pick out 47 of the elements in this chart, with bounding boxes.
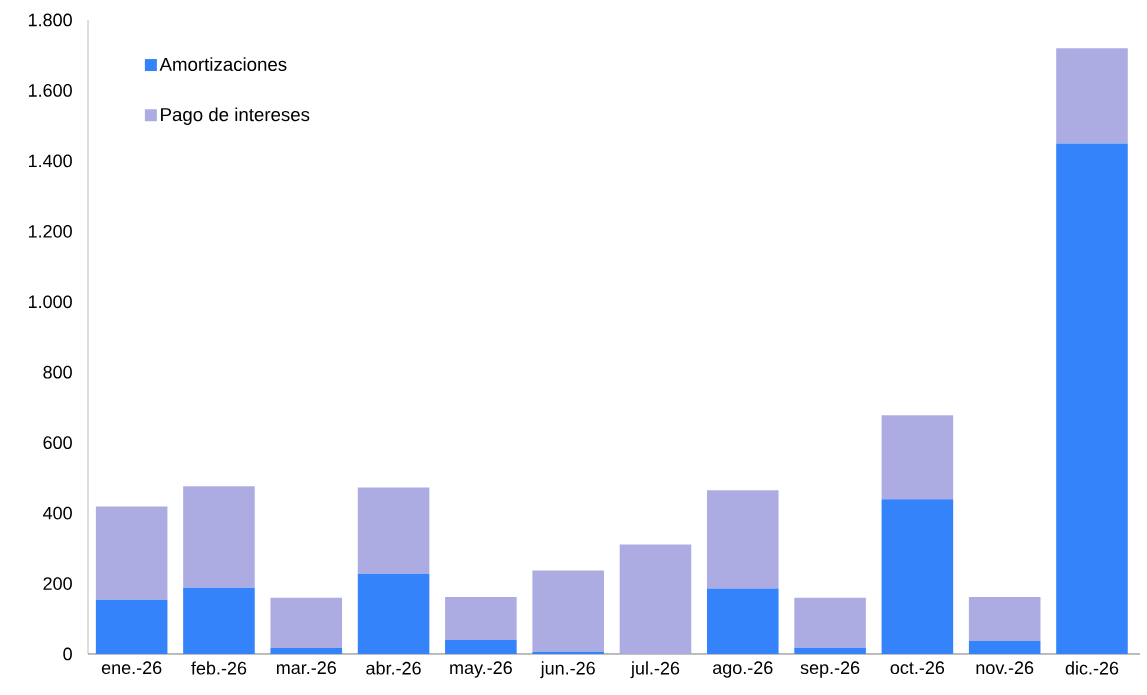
bar (794, 647, 866, 654)
x-tick-label: ene.-26 (101, 661, 162, 675)
y-tick-label: 1.400 (28, 154, 72, 168)
bar (270, 648, 343, 654)
bar (706, 490, 779, 589)
y-tick-label: 0 (63, 647, 72, 661)
bar (532, 651, 604, 654)
bar (881, 415, 954, 500)
y-tick-label: 200 (43, 577, 72, 590)
x-tick-label: jul.-26 (630, 661, 680, 679)
bar (968, 640, 1041, 654)
bar (270, 597, 343, 648)
x-tick-label: may.-26 (450, 661, 512, 678)
x-tick-label: dic.-26 (1065, 661, 1119, 675)
x-tick-label: ago.-26 (713, 661, 773, 678)
bar (183, 587, 255, 654)
y-tick-label: 600 (43, 436, 72, 450)
y-tick-label: 1.200 (28, 224, 72, 238)
bar (95, 506, 168, 600)
bar (706, 588, 779, 654)
bar (357, 487, 430, 574)
legend-label: Pago de intereses (161, 107, 310, 125)
bar (445, 596, 517, 640)
x-tick-label: abr.-26 (366, 661, 421, 675)
y-tick-label: 400 (43, 506, 72, 520)
bar (881, 499, 954, 654)
legend-label: Amortizaciones (159, 57, 287, 71)
bar (1056, 48, 1128, 144)
x-tick-label: oct.-26 (890, 661, 945, 675)
y-tick-label: 1.600 (28, 84, 72, 97)
bar (968, 596, 1041, 641)
x-tick-label: mar.-26 (276, 661, 336, 675)
bar (794, 597, 866, 648)
x-tick-label: feb.-26 (191, 661, 247, 675)
x-tick-label: sep.-26 (800, 661, 860, 678)
bar (1056, 143, 1128, 654)
bar (357, 573, 430, 654)
bar (95, 599, 168, 654)
bar (532, 570, 604, 652)
bar (619, 544, 692, 654)
y-tick-label: 1.800 (28, 13, 72, 27)
y-tick-label: 1.000 (28, 295, 72, 309)
y-tick-label: 800 (43, 365, 72, 379)
bar (183, 486, 255, 588)
x-tick-label: nov.-26 (976, 661, 1034, 675)
bar (445, 639, 517, 654)
x-tick-label: jun.-26 (540, 661, 595, 679)
